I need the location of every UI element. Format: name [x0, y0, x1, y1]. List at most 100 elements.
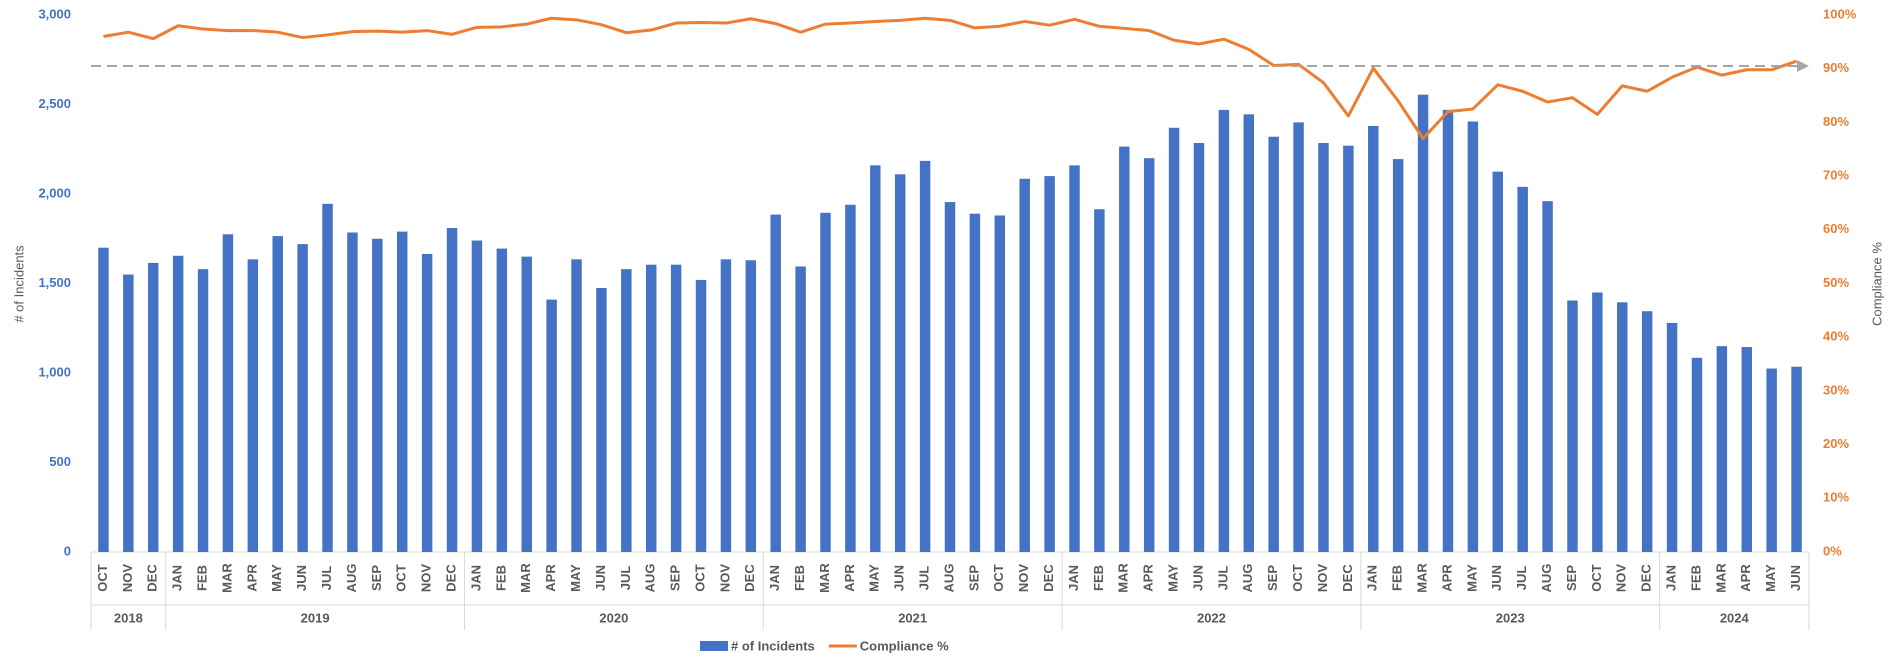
bar [870, 165, 881, 553]
y2-tick-label: 100% [1823, 6, 1857, 21]
x-tick-label: APR [1738, 564, 1753, 592]
bar [1492, 171, 1503, 552]
legend-label: # of Incidents [731, 638, 815, 653]
x-tick-label: JUL [1514, 566, 1529, 591]
line [103, 16, 1798, 141]
y2-tick-label: 90% [1823, 60, 1849, 75]
x-tick-label: NOV [1016, 564, 1031, 593]
bar [1592, 292, 1603, 552]
x-tick-label: JUL [917, 566, 932, 591]
x-tick-label: FEB [1390, 565, 1405, 591]
y2-tick-label: 10% [1823, 490, 1849, 505]
bar [1094, 209, 1105, 552]
x-tick-label: DEC [1340, 564, 1355, 592]
x-tick-label: JUN [1190, 565, 1205, 591]
bar [621, 269, 632, 552]
year-label: 2020 [599, 610, 628, 625]
bar [397, 231, 408, 552]
bar [1168, 127, 1180, 553]
bar [1392, 159, 1404, 552]
bar [421, 253, 433, 552]
x-tick-label: AUG [1240, 564, 1255, 593]
y-tick-label: 1,500 [38, 275, 71, 290]
bar [645, 264, 657, 552]
bar [1641, 311, 1653, 552]
x-tick-label: DEC [1041, 564, 1056, 592]
y2-tick-label: 40% [1823, 329, 1849, 344]
x-tick-label: MAR [1713, 563, 1728, 593]
bar [1143, 158, 1155, 552]
year-label: 2018 [114, 610, 143, 625]
x-tick-label: OCT [394, 564, 409, 592]
bar [745, 260, 757, 552]
bar [1193, 142, 1205, 553]
x-tick-label: MAY [1464, 564, 1479, 592]
x-tick-label: AUG [941, 564, 956, 593]
x-tick-label: MAY [1166, 564, 1181, 592]
bar [1542, 201, 1553, 552]
x-tick-label: MAR [817, 563, 832, 593]
bar [1243, 114, 1255, 552]
x-tick-label: OCT [692, 564, 707, 592]
x-tick-label: JUL [618, 566, 633, 591]
x-tick-label: MAR [518, 563, 533, 593]
x-tick-label: SEP [1265, 565, 1280, 591]
x-tick-label: AUG [344, 564, 359, 593]
x-tick-label: JAN [767, 565, 782, 591]
y2-tick-label: 50% [1823, 275, 1849, 290]
bar [1766, 368, 1777, 552]
bar [894, 174, 906, 552]
bar [347, 232, 358, 553]
target-arrow [1797, 60, 1809, 73]
bar [770, 214, 781, 552]
bar [820, 212, 831, 553]
bar [1343, 145, 1354, 553]
year-label: 2022 [1197, 610, 1226, 625]
x-tick-label: JUN [593, 565, 608, 591]
x-tick-label: OCT [95, 564, 110, 592]
bar [1268, 136, 1279, 552]
x-tick-label: FEB [493, 565, 508, 591]
bar [1617, 302, 1628, 552]
x-tick-label: APR [543, 564, 558, 592]
bar [521, 256, 532, 552]
bar [272, 236, 283, 552]
bar [596, 287, 607, 552]
x-tick-label: APR [1439, 564, 1454, 592]
x-tick-label: FEB [194, 565, 209, 591]
bar [571, 259, 582, 552]
bar [1218, 109, 1230, 553]
bar [1791, 366, 1802, 552]
bar [1318, 142, 1329, 553]
x-tick-label: JUL [319, 566, 334, 591]
x-tick-label: MAY [269, 564, 284, 592]
bar [496, 248, 508, 552]
y2-tick-label: 80% [1823, 114, 1849, 129]
x-tick-label: MAR [1415, 563, 1430, 593]
bar [1691, 357, 1703, 552]
x-tick-label: FEB [1688, 565, 1703, 591]
x-tick-label: JAN [1066, 565, 1081, 591]
x-tick-label: SEP [369, 565, 384, 591]
x-tick-label: MAY [1763, 564, 1778, 592]
bar [1293, 122, 1304, 553]
x-tick-label: APR [842, 564, 857, 592]
y-tick-label: 2,500 [38, 96, 71, 111]
y2-tick-label: 30% [1823, 382, 1849, 397]
bar [98, 247, 109, 552]
bar [546, 299, 557, 552]
bar [148, 262, 159, 552]
bar [1417, 94, 1429, 552]
bar [297, 244, 308, 552]
bar [1442, 109, 1454, 553]
x-tick-label: JAN [468, 565, 483, 591]
x-tick-label: FEB [1091, 565, 1106, 591]
x-tick-label: JUN [1788, 565, 1803, 591]
bar [1666, 322, 1678, 552]
x-tick-label: SEP [668, 565, 683, 591]
x-tick-label: SEP [1564, 565, 1579, 591]
x-tick-label: APR [244, 564, 259, 592]
x-tick-label: OCT [1290, 564, 1305, 592]
x-tick-label: FEB [792, 565, 807, 591]
x-tick-label: DEC [1639, 564, 1654, 592]
